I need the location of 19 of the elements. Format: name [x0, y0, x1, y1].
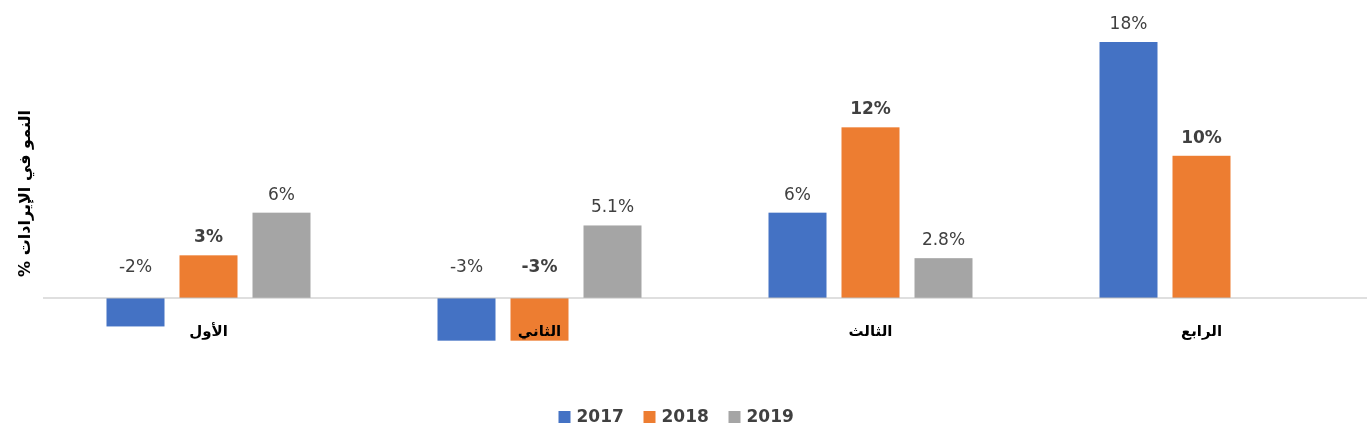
- data-label: 2.8%: [921, 229, 966, 250]
- data-label: 6%: [784, 183, 811, 204]
- legend-label: 2017: [576, 406, 624, 426]
- x-tick-label: الرابع: [1180, 322, 1223, 340]
- data-label: 10%: [1181, 126, 1222, 147]
- data-label: 12%: [850, 98, 891, 119]
- data-label: -3%: [521, 256, 558, 276]
- data-label: -2%: [118, 256, 153, 276]
- legend-label: 2019: [746, 406, 794, 426]
- y-axis-title: % النمو في الإيرادات: [15, 110, 35, 277]
- x-tick-label: الثالث: [848, 322, 893, 340]
- x-tick-label: الثاني: [517, 322, 562, 340]
- legend-label: 2018: [661, 406, 709, 426]
- data-label: 3%: [194, 226, 223, 247]
- data-label: 5.1%: [590, 196, 635, 217]
- x-tick-label: الأول: [189, 322, 228, 340]
- data-label: -3%: [449, 256, 484, 276]
- data-label: 6%: [268, 183, 295, 204]
- data-label: 18%: [1109, 13, 1148, 33]
